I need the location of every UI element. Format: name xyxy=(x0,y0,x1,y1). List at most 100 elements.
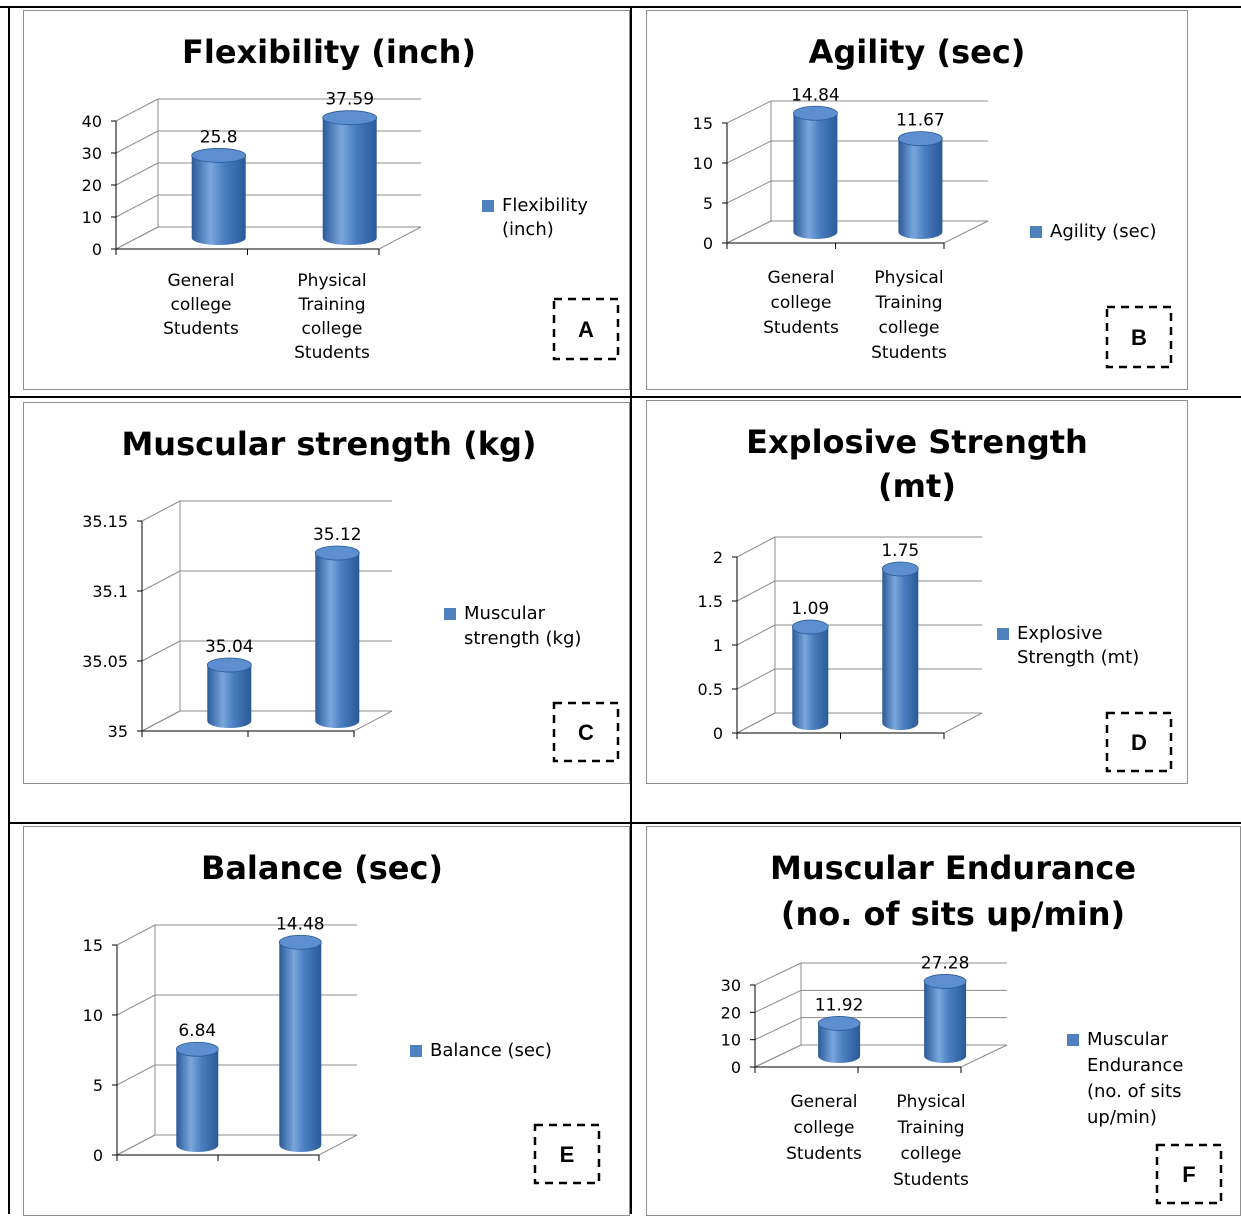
bar-f-1 xyxy=(818,1023,861,1063)
chart-panel-explosive-strength: Explosive Strength (mt) 0 0.5 1 1.5 2 1.09 1.75 E… xyxy=(646,400,1188,784)
data-label: 27.28 xyxy=(921,953,970,973)
legend-label: (inch) xyxy=(502,219,554,240)
legend-swatch xyxy=(1030,226,1042,238)
panel-tag: D xyxy=(1131,730,1147,755)
y-tick-label: 20 xyxy=(721,1003,741,1022)
y-tick-label: 0.5 xyxy=(698,680,723,699)
bar-top-c-2 xyxy=(314,545,360,561)
y-tick-label: 0 xyxy=(92,240,102,259)
y-tick-label: 30 xyxy=(82,144,102,163)
x-category-label: college xyxy=(901,1144,962,1164)
y-tick-label: 40 xyxy=(82,112,102,131)
legend-label: Flexibility xyxy=(502,195,588,216)
bar-top-d-2 xyxy=(881,561,919,577)
y-tick-label: 15 xyxy=(693,114,713,133)
y-tick-label: 0 xyxy=(703,234,713,253)
bar-f-2 xyxy=(924,981,967,1063)
x-category-label: Physical xyxy=(297,271,366,291)
panel-tag: F xyxy=(1182,1162,1195,1187)
chart-floor xyxy=(726,220,989,244)
legend-label: (no. of sits xyxy=(1087,1081,1181,1102)
bar-top-e-1 xyxy=(175,1041,219,1057)
y-tick-label: 10 xyxy=(693,154,713,173)
chart-title: Balance (sec) xyxy=(201,849,443,887)
bar-top-b-2 xyxy=(897,131,943,147)
panel-tag-box xyxy=(1105,711,1173,773)
bar-a-1 xyxy=(191,155,246,246)
legend-label: Balance (sec) xyxy=(430,1040,552,1061)
x-category-label: General xyxy=(168,271,235,291)
table-border-left xyxy=(8,6,10,1214)
panel-tag: A xyxy=(578,317,594,342)
legend-swatch xyxy=(444,608,456,620)
legend-label: Strength (mt) xyxy=(1017,647,1139,668)
data-label: 35.12 xyxy=(313,525,362,545)
chart-panel-balance: Balance (sec) 0 5 10 15 6.84 14.48 Balance (sec… xyxy=(23,826,630,1216)
legend-swatch xyxy=(997,628,1009,640)
chart-title: Flexibility (inch) xyxy=(182,33,476,71)
gridline-diagonal xyxy=(736,668,776,690)
x-category-label: Training xyxy=(896,1118,964,1138)
panel-tag-box xyxy=(533,1123,601,1185)
y-tick-label: 35.05 xyxy=(82,652,128,671)
legend-label: strength (kg) xyxy=(464,628,581,649)
gridline-diagonal xyxy=(115,130,159,154)
y-tick-label: 1.5 xyxy=(698,592,723,611)
x-category-label: Students xyxy=(163,319,239,339)
y-tick-label: 10 xyxy=(721,1031,741,1050)
gridline-diagonal xyxy=(116,994,156,1016)
legend-label: Endurance xyxy=(1087,1055,1183,1076)
chart-panel-flexibility: Flexibility (inch) 0 10 20 30 40 25.8 37.59 Gene… xyxy=(23,10,630,390)
table-border-row1 xyxy=(8,396,1241,398)
bar-top-f-1 xyxy=(817,1016,861,1031)
x-category-label: Students xyxy=(294,343,370,363)
gridline-diagonal xyxy=(141,570,181,592)
bar-b-1 xyxy=(793,113,838,240)
bar-top-b-1 xyxy=(792,105,838,121)
x-category-label: Students xyxy=(786,1144,862,1164)
panel-tag-box xyxy=(552,701,620,763)
x-category-label: Training xyxy=(874,293,942,313)
y-tick-label: 0 xyxy=(713,724,723,743)
y-tick-label: 5 xyxy=(93,1076,103,1095)
x-category-label: Physical xyxy=(896,1092,965,1112)
y-tick-label: 20 xyxy=(82,176,102,195)
gridline-diagonal xyxy=(736,580,776,602)
gridline-diagonal xyxy=(115,194,159,218)
x-category-label: college xyxy=(879,318,940,338)
chart-title: Agility (sec) xyxy=(809,33,1026,71)
gridline-diagonal xyxy=(116,924,156,946)
y-tick-label: 35 xyxy=(108,722,128,741)
legend-label: Agility (sec) xyxy=(1050,221,1157,242)
panel-tag: E xyxy=(560,1142,575,1167)
panel-tag: C xyxy=(578,720,594,745)
x-category-label: Physical xyxy=(874,268,943,288)
data-label: 25.8 xyxy=(200,127,238,147)
y-tick-label: 0 xyxy=(731,1058,741,1077)
data-label: 11.92 xyxy=(815,995,864,1015)
chart-title: Muscular strength (kg) xyxy=(121,425,536,463)
chart-panel-muscular-strength: Muscular strength (kg) 35 35.05 35.1 35.15 35… xyxy=(23,402,630,784)
legend-swatch xyxy=(410,1045,422,1057)
bar-top-c-1 xyxy=(206,657,252,673)
data-label: 1.75 xyxy=(881,541,919,561)
chart-title: Muscular Endurance xyxy=(770,849,1136,887)
chart-panel-agility: Agility (sec) 0 5 10 15 14.84 11.67 General coll… xyxy=(646,10,1188,390)
data-label: 14.48 xyxy=(276,914,325,934)
data-label: 14.84 xyxy=(791,85,840,105)
gridline-diagonal xyxy=(115,98,159,122)
bar-c-2 xyxy=(315,553,360,728)
data-label: 11.67 xyxy=(896,111,945,131)
x-category-label: General xyxy=(791,1092,858,1112)
data-label: 6.84 xyxy=(178,1021,216,1041)
bar-top-a-1 xyxy=(191,148,247,163)
gridline-diagonal xyxy=(726,140,772,164)
x-category-label: Students xyxy=(871,343,947,363)
panel-tag-box xyxy=(1155,1143,1223,1205)
legend-swatch xyxy=(482,200,494,212)
chart-svg-agility: Agility (sec) 0 5 10 15 14.84 11.67 General coll… xyxy=(693,33,1173,369)
y-tick-label: 15 xyxy=(83,936,103,955)
data-label: 1.09 xyxy=(791,599,829,619)
legend-label: Muscular xyxy=(1087,1029,1169,1050)
y-tick-label: 30 xyxy=(721,976,741,995)
